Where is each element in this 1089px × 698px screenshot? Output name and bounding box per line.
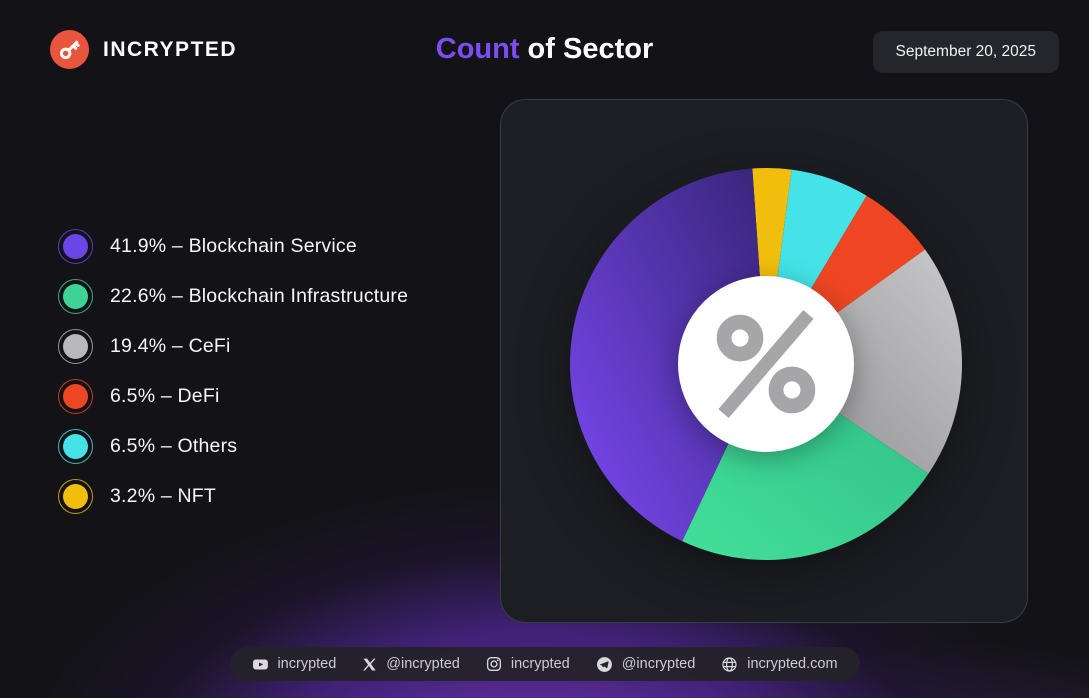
youtube-icon [251,656,268,673]
legend-item-defi: 6.5% – DeFi [58,371,408,421]
legend-label: 3.2% – NFT [110,484,217,507]
pie-slice-nft[interactable] [752,168,792,364]
pie-slice-blockchain-service[interactable] [570,168,766,542]
legend-item-others: 6.5% – Others [58,421,408,471]
social-label: @incrypted [386,656,460,672]
social-label: incrypted.com [747,656,838,672]
legend-marker [58,328,93,364]
social-bar: incrypted @incrypted incrypted @incrypted in… [229,647,860,681]
social-item-telegram[interactable]: @incrypted [596,656,696,673]
legend-dot [63,233,88,259]
social-label: @incrypted [621,656,696,672]
x-icon [362,657,377,672]
social-item-instagram[interactable]: incrypted [486,656,570,672]
percent-icon [716,310,816,418]
legend-marker [58,228,93,264]
legend-item-blockchain-service: 41.9% – Blockchain Service [58,221,408,271]
brand-name: INCRYPTED [103,37,238,61]
legend-label: 6.5% – Others [110,434,238,457]
social-item-x[interactable]: @incrypted [362,656,460,672]
chart-legend: 41.9% – Blockchain Service 22.6% – Blockc… [58,221,408,521]
legend-dot [63,283,88,309]
legend-marker [58,378,93,414]
chart-card [500,99,1028,623]
globe-icon [721,656,738,673]
legend-marker [58,278,93,314]
telegram-icon [596,656,613,673]
date-badge: September 20, 2025 [872,31,1059,73]
key-icon [50,30,89,69]
legend-label: 41.9% – Blockchain Service [110,234,357,257]
legend-dot [63,333,88,359]
instagram-icon [486,656,502,672]
legend-dot [63,383,88,409]
brand-logo: INCRYPTED [50,30,237,69]
legend-label: 6.5% – DeFi [110,384,220,407]
legend-label: 22.6% – Blockchain Infrastructure [110,284,409,307]
legend-marker [58,428,93,464]
page-title-rest: of Sector [519,33,654,65]
social-item-youtube[interactable]: incrypted [251,656,336,673]
page-title-highlight: Count [435,33,520,65]
legend-item-cefi: 19.4% – CeFi [58,321,408,371]
legend-marker [58,478,93,514]
legend-dot [63,433,88,459]
social-label: incrypted [510,656,570,672]
legend-item-nft: 3.2% – NFT [58,471,408,521]
legend-item-blockchain-infrastructure: 22.6% – Blockchain Infrastructure [58,271,408,321]
social-label: incrypted [277,656,337,672]
social-item-globe[interactable]: incrypted.com [721,656,838,673]
legend-label: 19.4% – CeFi [110,334,231,357]
pie-slice-cefi[interactable] [766,249,962,474]
donut-chart[interactable] [570,168,962,560]
donut-center [678,276,854,452]
legend-dot [63,483,88,509]
